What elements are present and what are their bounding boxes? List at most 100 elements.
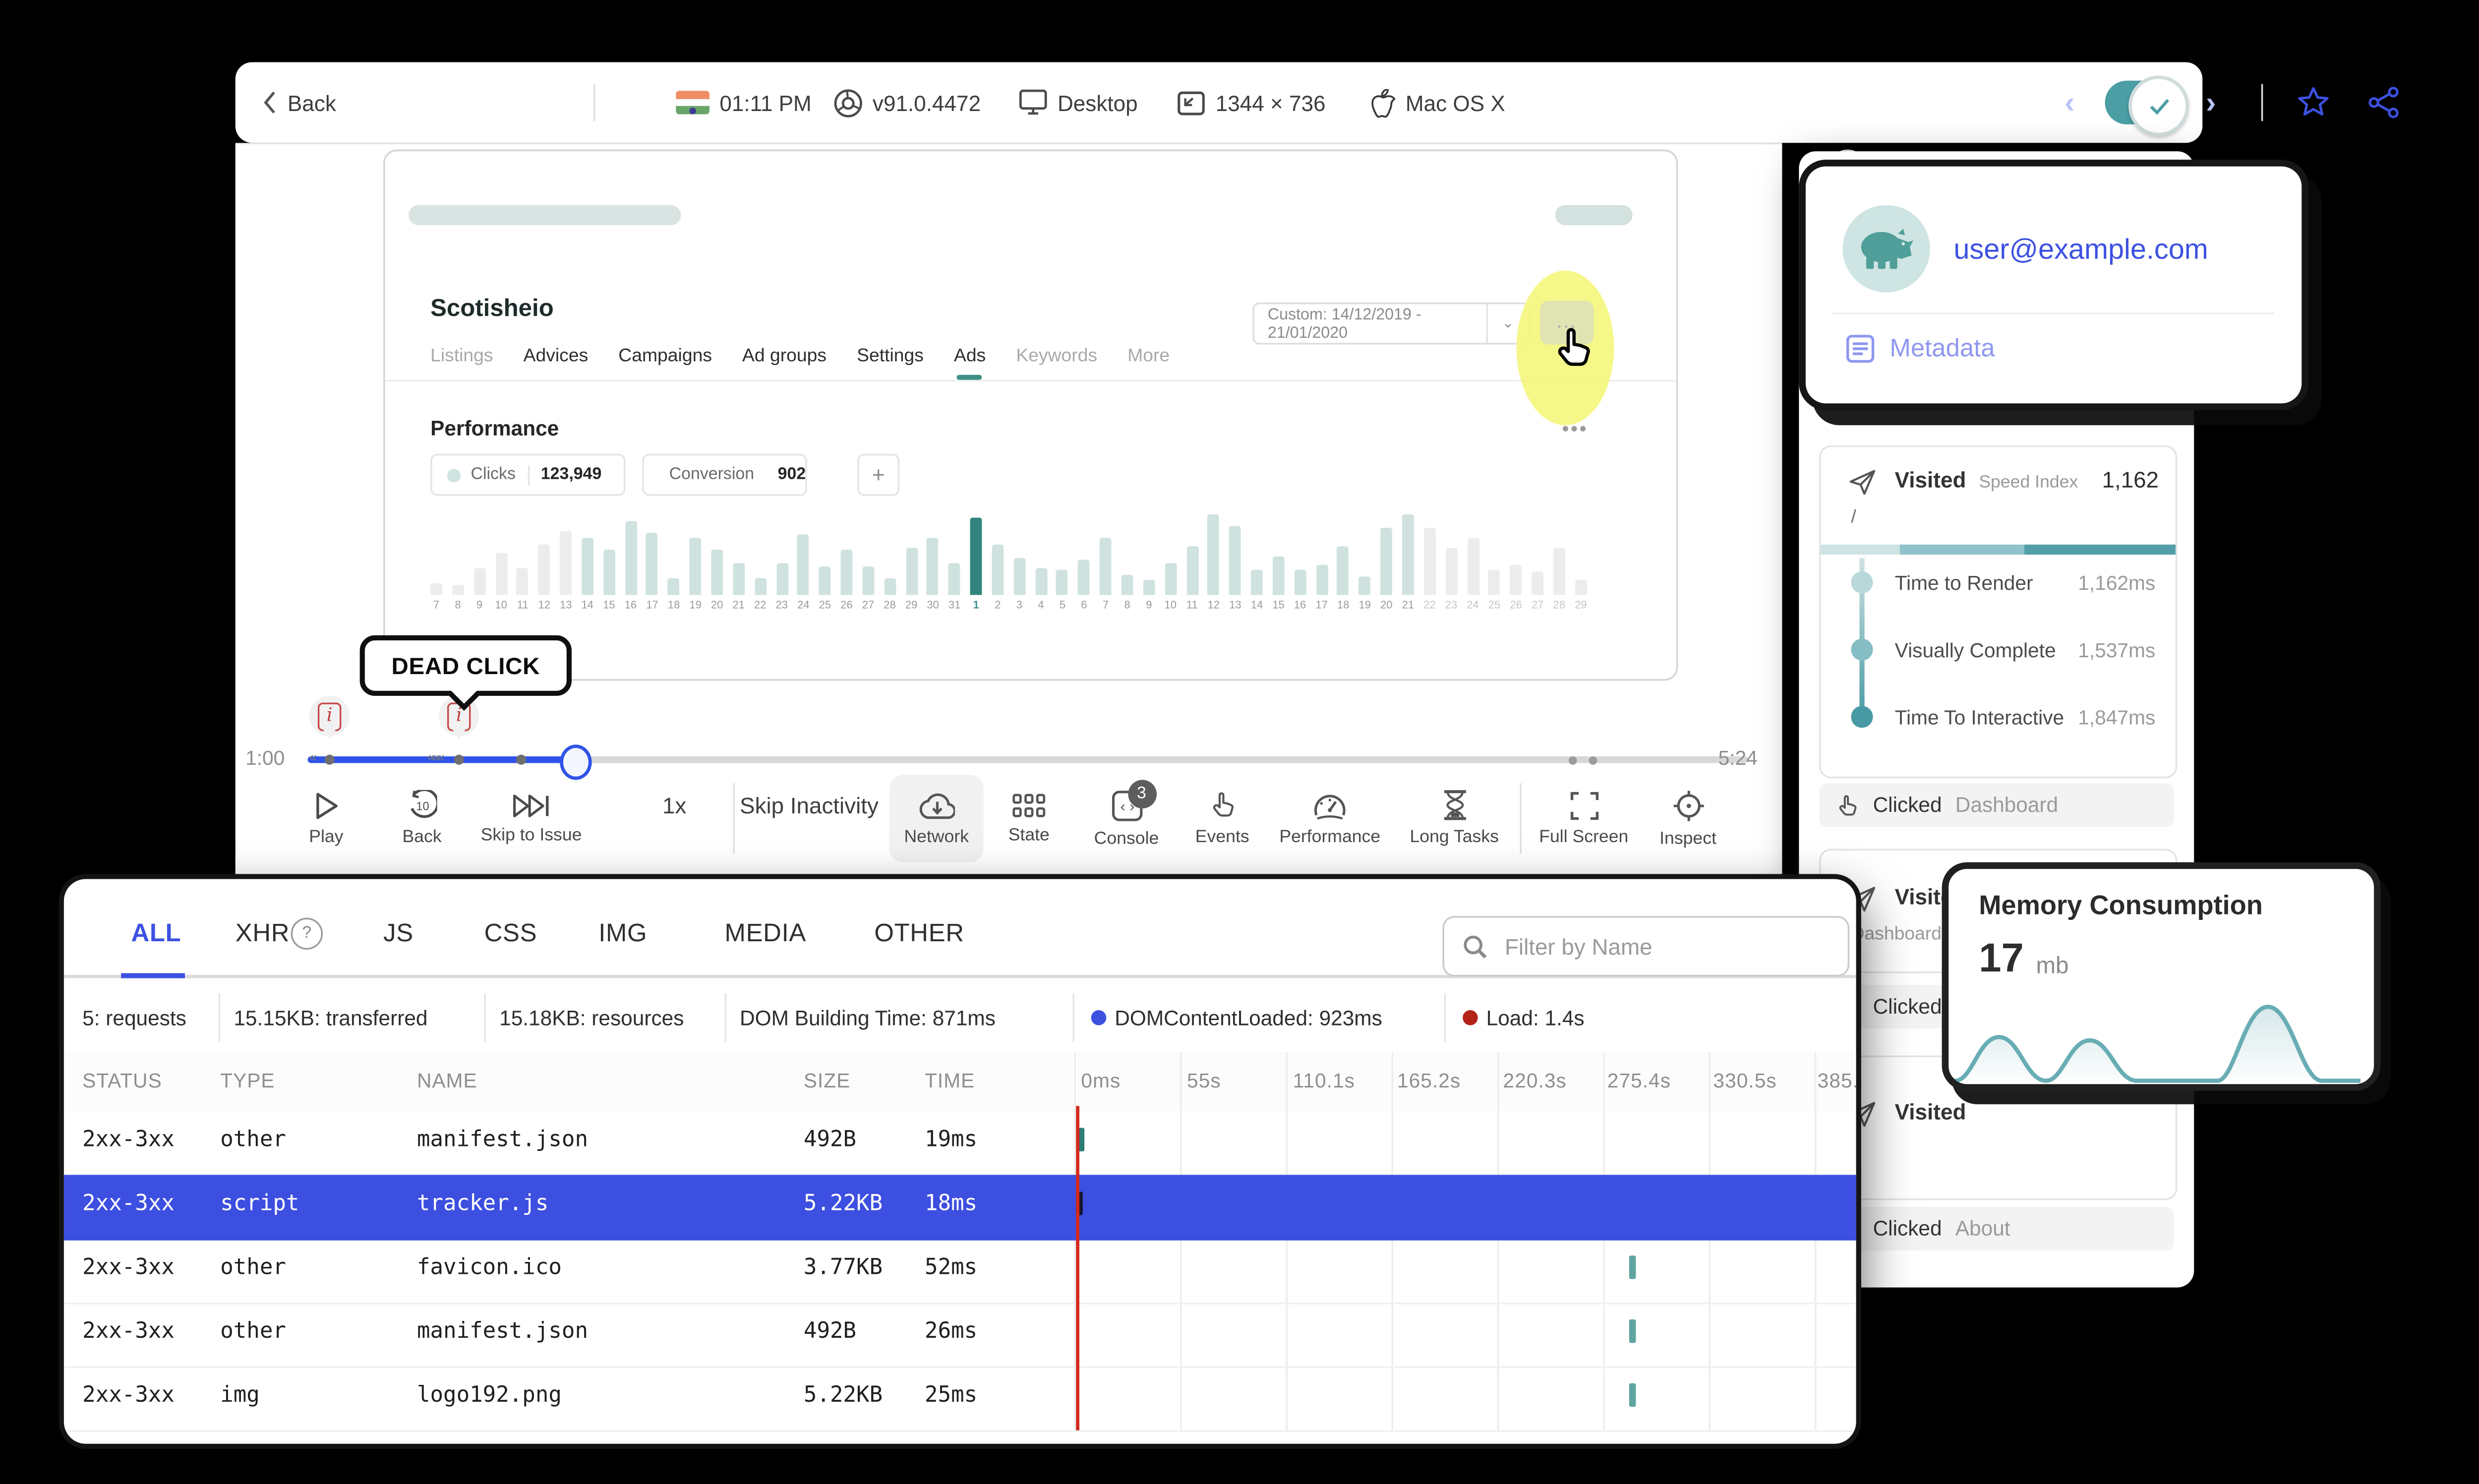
net-tab-all[interactable]: ALL (131, 919, 181, 948)
col-size[interactable]: SIZE (803, 1069, 851, 1093)
metric-chip-clicks[interactable]: Clicks 123,949 (430, 454, 626, 496)
chart-bar[interactable]: 24 (797, 534, 810, 612)
back-button[interactable]: Back (262, 62, 336, 143)
filter-field[interactable] (1442, 916, 1850, 977)
chart-bar[interactable]: 15 (603, 549, 615, 612)
inspect-button[interactable]: Inspect (1641, 775, 1735, 862)
filter-input[interactable] (1501, 932, 1848, 961)
chart-bar[interactable]: 23 (776, 563, 788, 612)
site-tab-keywords[interactable]: Keywords (1016, 346, 1098, 367)
play-button[interactable]: Play (279, 775, 373, 862)
chart-bar[interactable]: 9 (473, 568, 485, 612)
chart-bar[interactable]: 10 (1164, 563, 1177, 612)
chart-bar[interactable]: 11 (1186, 546, 1198, 612)
chart-bar[interactable]: 19 (1358, 576, 1371, 612)
chart-bar[interactable]: 7 (430, 583, 442, 612)
chart-bar[interactable]: 15 (1272, 556, 1285, 612)
panel-button-events[interactable]: Events (1175, 775, 1269, 862)
net-tab-css[interactable]: CSS (484, 919, 537, 948)
chart-bar[interactable]: 31 (948, 563, 960, 612)
chart-bar[interactable]: 10 (495, 553, 507, 612)
prev-session-icon[interactable]: ‹ (2065, 85, 2075, 119)
panel-button-state[interactable]: State (982, 775, 1076, 862)
chart-bar[interactable]: 11 (517, 568, 529, 612)
net-tab-js[interactable]: JS (383, 919, 413, 948)
visited-event-card[interactable]: Visited Speed Index 1,162 / Time to Rend… (1819, 445, 2178, 779)
chart-bar[interactable]: 12 (538, 544, 550, 612)
col-status[interactable]: STATUS (82, 1069, 162, 1093)
chart-bar[interactable]: 13 (1229, 526, 1241, 612)
net-tab-other[interactable]: OTHER (874, 919, 964, 948)
chart-bar[interactable]: 8 (452, 585, 464, 612)
site-tab-campaigns[interactable]: Campaigns (618, 346, 712, 367)
site-tab-listings[interactable]: Listings (430, 346, 493, 367)
clicked-event-row[interactable]: Clicked About (1819, 1206, 2174, 1251)
chart-bar[interactable]: 9 (1143, 579, 1155, 612)
site-tab-more[interactable]: More (1127, 346, 1170, 367)
chart-bar[interactable]: 22 (754, 578, 767, 612)
site-tab-ads[interactable]: Ads (954, 346, 986, 380)
chart-bar[interactable]: 13 (560, 531, 572, 612)
share-icon[interactable] (2367, 86, 2401, 119)
chart-bar[interactable]: 27 (862, 566, 874, 612)
panel-button-network[interactable]: Network (889, 775, 984, 862)
net-tab-img[interactable]: IMG (598, 919, 648, 948)
chart-bar[interactable]: 21 (732, 563, 745, 612)
issue-marker[interactable]: i (309, 695, 350, 740)
autoplay-toggle[interactable] (2105, 75, 2189, 136)
net-tab-media[interactable]: MEDIA (724, 919, 807, 948)
chart-bar[interactable]: 12 (1208, 514, 1220, 612)
net-tab-xhr[interactable]: XHR (235, 919, 290, 948)
chart-bar[interactable]: 16 (1294, 570, 1306, 612)
panel-button-console[interactable]: ‹› 3 Console (1079, 775, 1174, 862)
col-type[interactable]: TYPE (220, 1069, 275, 1093)
chart-bar[interactable]: 2 (992, 544, 1004, 612)
skip-to-issue-button[interactable]: Skip to Issue (474, 775, 589, 862)
metric-chip-conversion[interactable]: Conversion 902 (642, 454, 807, 496)
chart-bar[interactable]: 22 (1423, 527, 1436, 612)
chart-bar[interactable]: 16 (625, 521, 637, 612)
event-dot[interactable] (324, 754, 335, 765)
next-session-icon[interactable]: › (2205, 85, 2216, 119)
chart-bar[interactable]: 25 (1488, 570, 1500, 612)
col-time[interactable]: TIME (925, 1069, 975, 1093)
network-request-row[interactable]: 2xx-3xx other manifest.json 492B 19ms (63, 1111, 1856, 1177)
chart-bar[interactable]: 28 (1553, 548, 1565, 612)
chart-bar[interactable]: 18 (1337, 546, 1349, 612)
chart-bar[interactable]: 21 (1402, 514, 1414, 612)
chart-bar[interactable]: 26 (840, 549, 853, 612)
chart-bar[interactable]: 18 (668, 578, 680, 612)
add-metric-button[interactable]: + (857, 454, 900, 496)
chart-bar[interactable]: 29 (1575, 579, 1587, 612)
site-tab-settings[interactable]: Settings (857, 346, 924, 367)
chart-bar[interactable]: 14 (582, 538, 593, 612)
chart-bar[interactable]: 24 (1467, 538, 1479, 612)
chart-bar[interactable]: 17 (646, 532, 658, 612)
event-dot[interactable] (454, 754, 464, 765)
chart-bar[interactable]: 30 (927, 538, 939, 612)
section-more-icon[interactable]: ••• (1562, 416, 1589, 441)
chart-bar[interactable]: 1 (970, 517, 982, 612)
site-tab-advices[interactable]: Advices (523, 346, 589, 367)
chart-bar[interactable]: 20 (711, 549, 723, 612)
event-dot[interactable] (1568, 756, 1577, 765)
chart-bar[interactable]: 5 (1057, 570, 1068, 612)
chart-bar[interactable]: 6 (1078, 560, 1090, 612)
panel-button-long-tasks[interactable]: Long Tasks (1402, 775, 1506, 862)
network-request-row[interactable]: 2xx-3xx img logo192.png 5.22KB 25ms (63, 1367, 1856, 1432)
chart-bar[interactable]: 8 (1121, 574, 1133, 612)
chart-bar[interactable]: 20 (1380, 527, 1393, 612)
date-range-select[interactable]: Custom: 14/12/2019 - 21/01/2020 ⌄ (1252, 302, 1530, 345)
clicked-event-row[interactable]: Clicked Dashboard (1819, 783, 2174, 827)
playhead-handle[interactable] (560, 744, 592, 780)
panel-button-performance[interactable]: Performance (1274, 775, 1385, 862)
back-10s-button[interactable]: 10 Back (375, 775, 469, 862)
timeline-track[interactable] (307, 756, 1749, 763)
event-dot[interactable] (1589, 756, 1597, 765)
chart-bar[interactable]: 17 (1315, 565, 1328, 612)
network-request-row[interactable]: 2xx-3xx other manifest.json 492B 26ms (63, 1303, 1856, 1369)
site-tab-ad-groups[interactable]: Ad groups (742, 346, 827, 367)
chart-bar[interactable]: 14 (1251, 570, 1263, 612)
chart-bar[interactable]: 28 (884, 578, 896, 612)
chart-bar[interactable]: 19 (689, 538, 702, 612)
